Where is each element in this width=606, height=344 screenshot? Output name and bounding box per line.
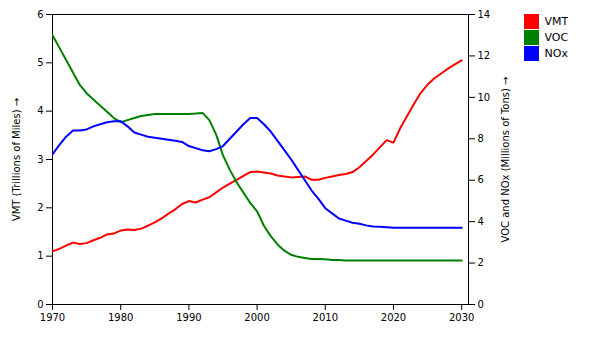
svg-text:4: 4 [478,216,484,227]
svg-text:12: 12 [478,50,491,61]
svg-text:2020: 2020 [381,312,406,323]
svg-text:0: 0 [478,299,484,310]
svg-text:2: 2 [478,257,484,268]
html-text:NOx: NOx [544,47,568,60]
svg-text:5: 5 [37,57,43,68]
svg-text:14: 14 [478,9,491,20]
svg-text:2010: 2010 [313,312,338,323]
svg-text:2: 2 [37,202,43,213]
svg-text:1980: 1980 [108,312,133,323]
svg-text:6: 6 [478,174,484,185]
svg-text:6: 6 [37,9,43,20]
html-text:VOC: VOC [544,31,569,44]
svg-text:4: 4 [37,105,43,116]
svg-text:0: 0 [37,299,43,310]
html-text:VMT: VMT [544,15,569,28]
svg-text:1990: 1990 [176,312,201,323]
svg-text:10: 10 [478,92,491,103]
svg-text:VOC and NOx (Millions of Tons): VOC and NOx (Millions of Tons) → [500,77,511,243]
svg-text:VMT (Trillions of Miles) →: VMT (Trillions of Miles) → [11,98,22,221]
svg-text:1: 1 [37,250,43,261]
svg-text:8: 8 [478,133,484,144]
svg-text:2000: 2000 [244,312,269,323]
svg-text:3: 3 [37,154,43,165]
svg-text:2030: 2030 [449,312,474,323]
svg-text:1970: 1970 [40,312,65,323]
